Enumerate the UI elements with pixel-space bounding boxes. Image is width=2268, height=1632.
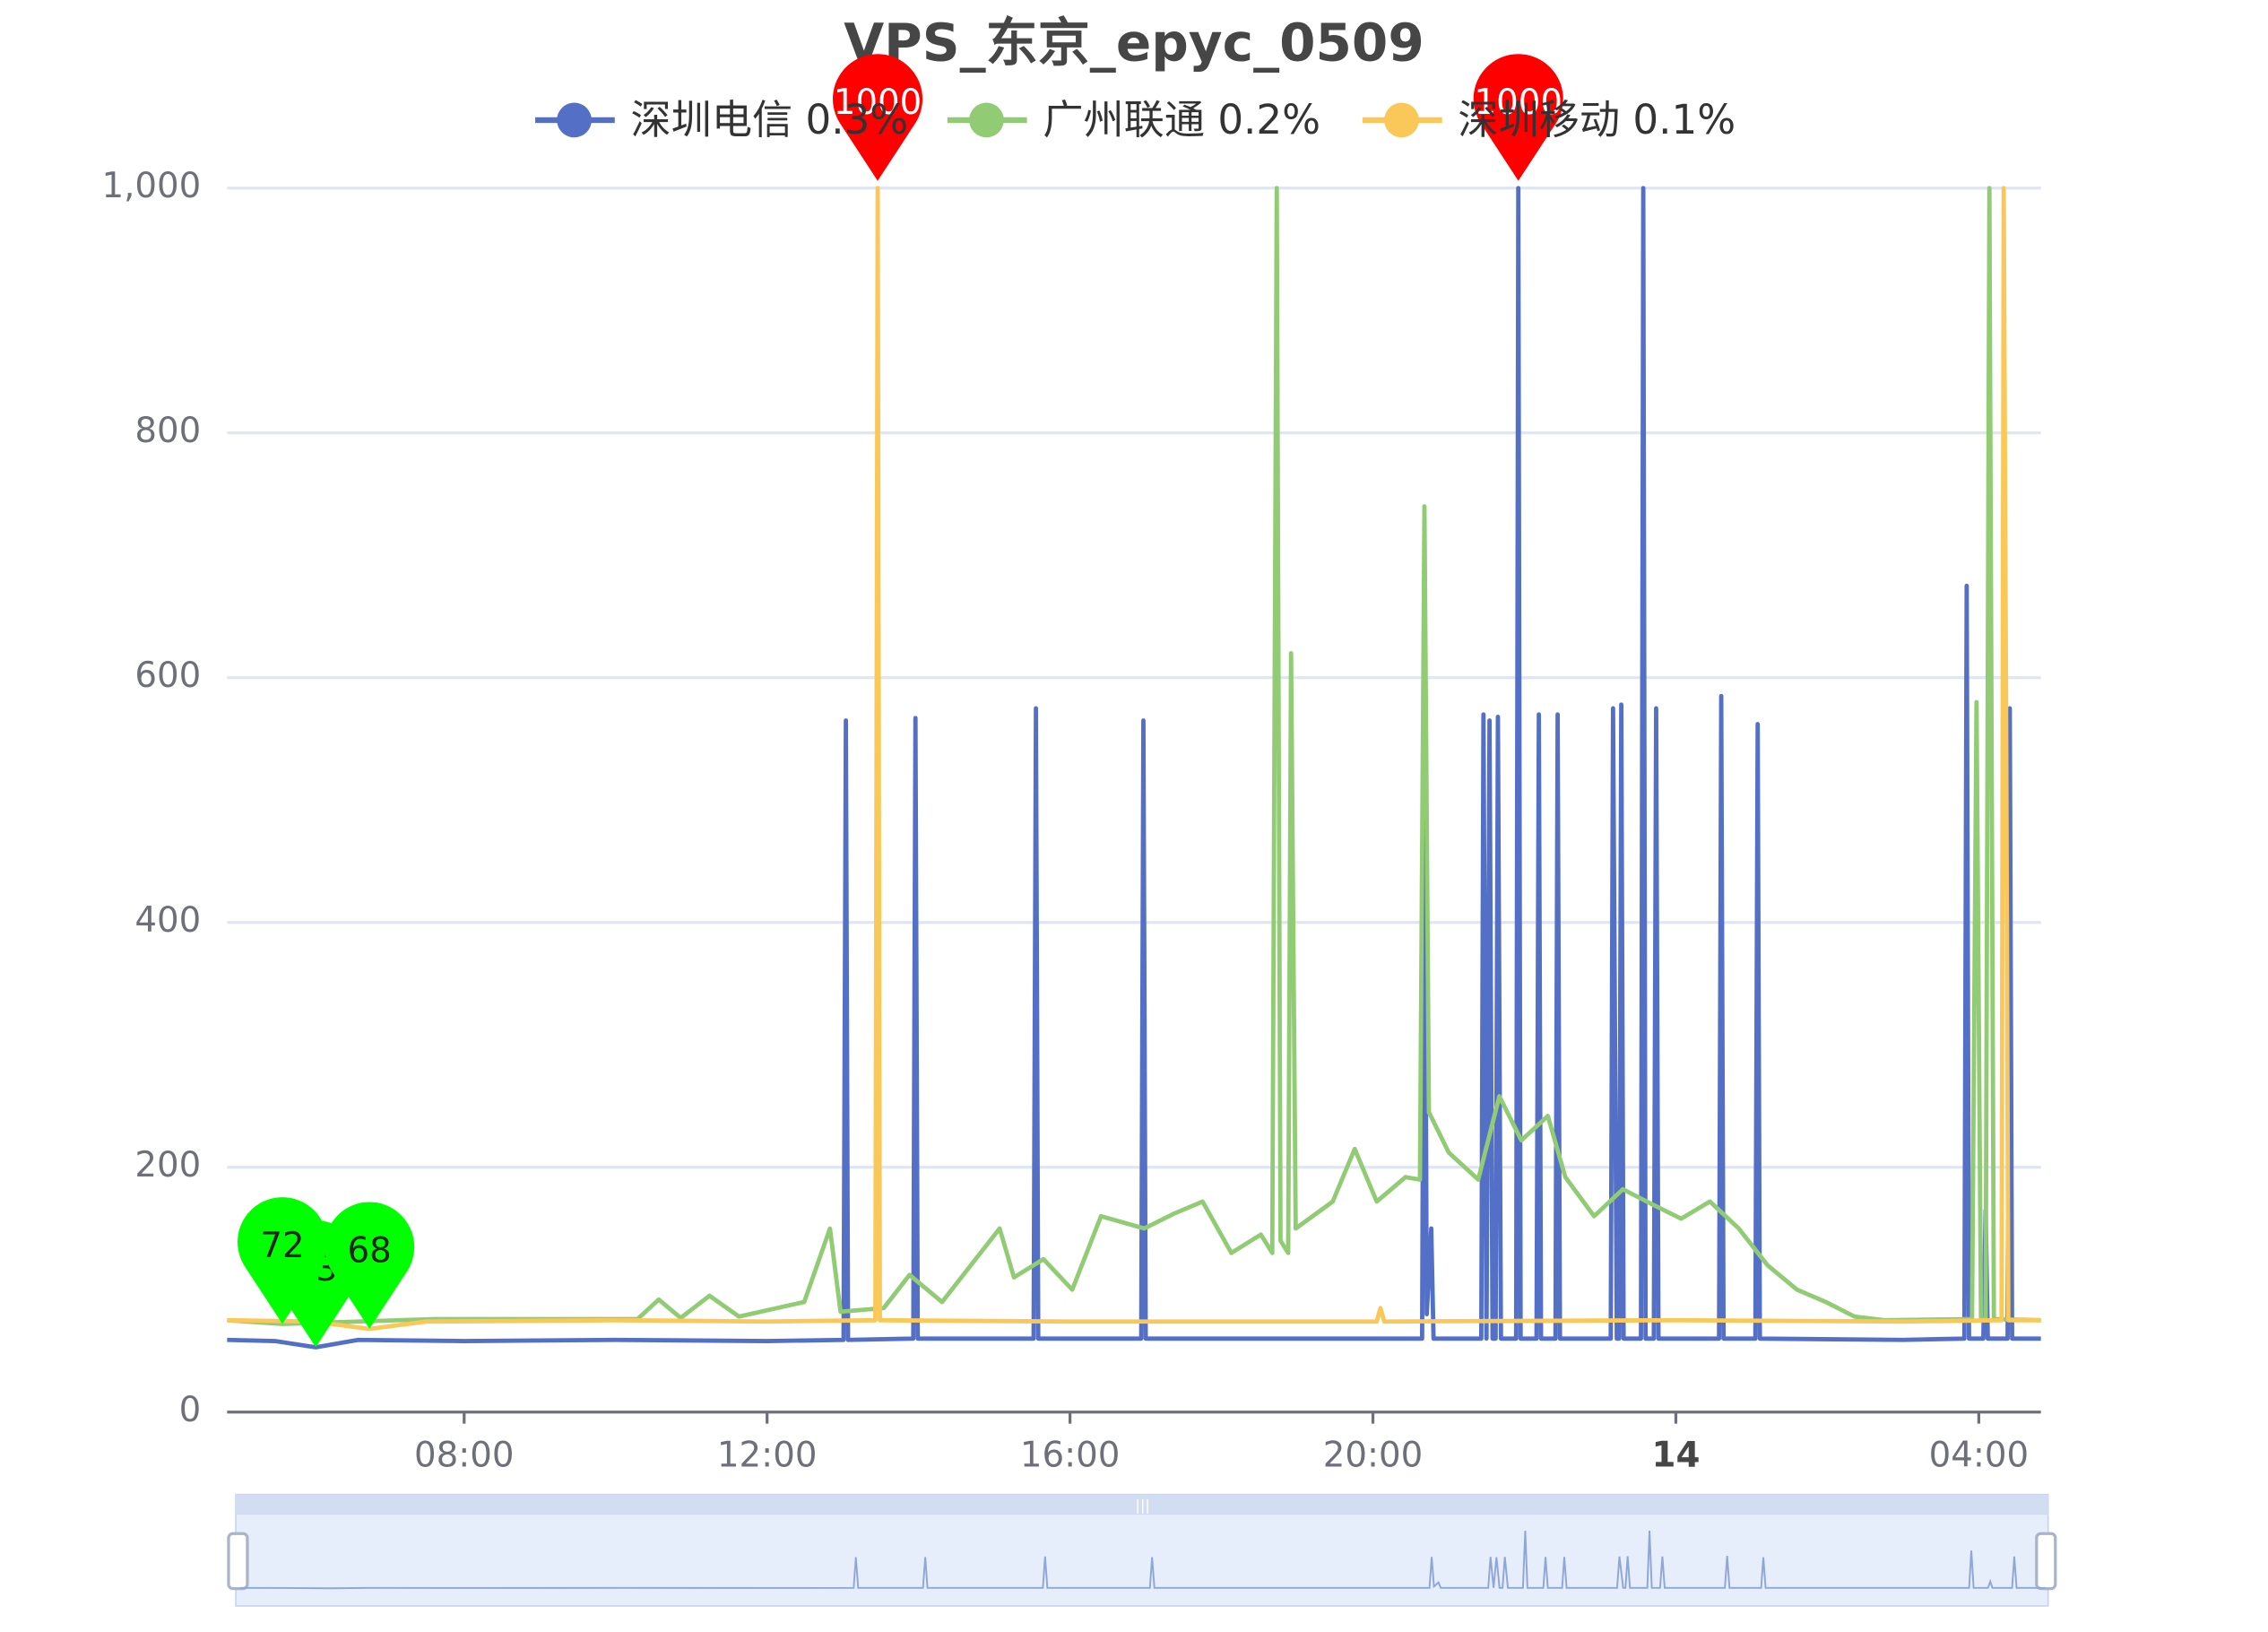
mark-pin: [238, 1197, 328, 1324]
x-tick-label: 04:00: [1929, 1435, 2030, 1475]
legend-item[interactable]: 深圳移动 0.1%: [1362, 96, 1736, 143]
y-tick-label: 800: [134, 411, 201, 451]
y-tick-label: 600: [134, 655, 201, 696]
legend-dot: [1384, 102, 1419, 138]
x-tick-label: 08:00: [414, 1435, 515, 1475]
legend-item[interactable]: 广州联通 0.2%: [947, 96, 1320, 143]
mark-label: 1000: [1474, 82, 1562, 123]
series-line: [227, 186, 2041, 1326]
mark-pin: [833, 54, 923, 181]
legend-label: 广州联通 0.2%: [1043, 96, 1320, 143]
mark-label: 1000: [834, 82, 922, 123]
mark-pin: [1473, 54, 1563, 181]
series-line: [227, 186, 2041, 1350]
y-tick-label: 400: [134, 900, 201, 941]
zoom-handle-right[interactable]: [2035, 1532, 2057, 1591]
legend-label: 深圳移动 0.1%: [1458, 96, 1736, 143]
zoom-handle-left[interactable]: [227, 1532, 249, 1591]
series-line: [227, 186, 2041, 1332]
x-tick-label: 12:00: [717, 1435, 818, 1475]
chart-title: VPS_东京_epyc_0509: [844, 13, 1424, 74]
legend-item[interactable]: 深圳电信 0.3%: [535, 96, 908, 143]
y-tick-label: 1,000: [101, 166, 201, 206]
zoom-preview-line: [239, 1531, 2046, 1590]
zoom-grip[interactable]: |||: [1136, 1497, 1150, 1514]
mark-label: 68: [348, 1230, 392, 1271]
y-tick-label: 200: [134, 1145, 201, 1185]
x-tick-label: 20:00: [1323, 1435, 1424, 1475]
zoom-bar[interactable]: [236, 1494, 2048, 1515]
x-tick-label: 14: [1652, 1435, 1701, 1475]
mark-label: 72: [260, 1226, 304, 1266]
x-tick-label: 16:00: [1020, 1435, 1121, 1475]
y-tick-label: 0: [179, 1390, 202, 1430]
legend-dot: [969, 102, 1004, 138]
legend-label: 深圳电信 0.3%: [631, 96, 909, 143]
data-zoom[interactable]: |||: [227, 1493, 2057, 1607]
mark-pin: [325, 1202, 415, 1329]
legend-dot: [557, 102, 592, 138]
